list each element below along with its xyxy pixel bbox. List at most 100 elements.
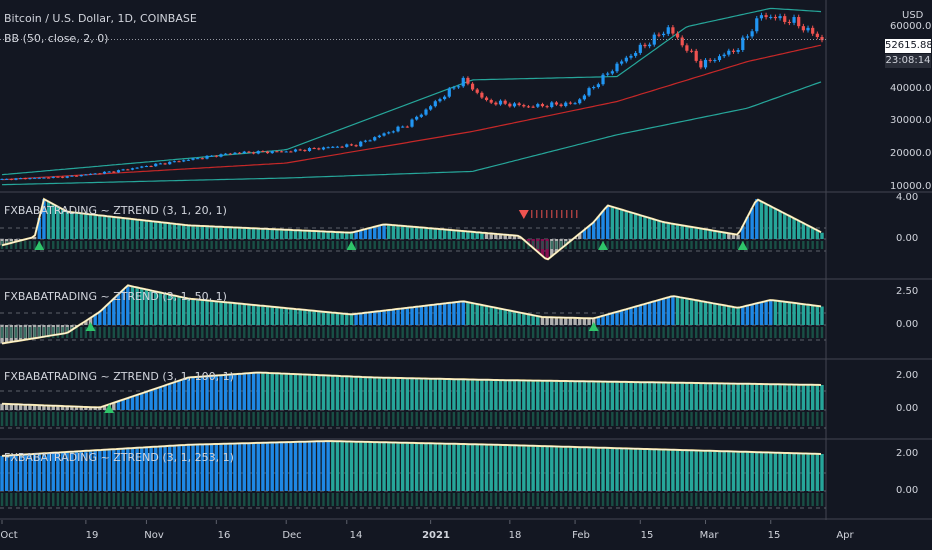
z50-hist-bar [400,308,405,325]
z50-hist-bar [368,312,372,325]
candle-body [196,158,200,160]
z100-hist-bar [340,376,344,410]
z20-hist-bar [200,225,205,239]
candle-body [792,17,796,23]
z20-sub-bar [676,241,679,249]
z100-sub-bar [38,412,41,426]
z20-hist-bar [596,216,601,239]
z100-sub-bar [811,412,814,426]
z50-sub-bar [788,327,791,338]
z20-sub-bar [545,241,549,249]
z20-hist-bar [256,228,260,239]
z253-hist-bar [447,443,451,491]
candle-body [65,176,69,178]
z100-hist-bar [671,382,675,410]
candle-body [405,126,409,128]
z50-hist-bar [801,304,806,325]
z253-sub-bar [187,493,190,506]
z50-sub-bar [103,327,106,338]
z100-sub-bar [149,412,153,426]
z100-hist-bar [400,378,405,410]
z50-sub-bar [224,327,227,338]
z100-sub-bar [802,412,805,426]
z100-sub-bar [308,412,311,426]
z253-sub-bar [98,493,102,506]
z50-sub-bar [764,327,768,338]
z50-sub-bar [736,327,740,338]
z20-sub-bar [811,241,814,249]
z253-hist-bar [256,442,260,491]
z20-hist-bar [447,229,451,239]
z100-sub-bar [657,412,661,426]
z20-sub-bar [312,241,316,249]
z50-hist-bar [787,302,792,325]
z20-hist-bar [615,208,619,239]
sell-signal-z20 [518,210,529,219]
z100-sub-bar [788,412,791,426]
z100-hist-bar [135,394,139,410]
z20-hist-bar [699,228,703,239]
z50-hist-bar [326,312,330,325]
z20-sub-bar [708,241,712,249]
z50-sub-bar [550,327,553,338]
z50-sub-bar [564,327,567,338]
z20-hist-bar [610,206,615,239]
z253-sub-bar [424,493,428,506]
z100-sub-bar [695,412,698,426]
z20-hist-bar [32,236,37,239]
z100-sub-bar [755,412,758,426]
candle-body [116,170,121,173]
z253-sub-bar [485,493,488,506]
z20-sub-bar [802,241,805,249]
z50-sub-bar [93,327,97,338]
z100-hist-bar [363,377,368,410]
z100-hist-bar [694,383,698,410]
candle-body [568,102,573,104]
z100-sub-bar [746,412,749,426]
z100-hist-bar [419,378,424,410]
z20-sub-bar [47,241,50,249]
z100-hist-bar [741,383,745,410]
z50-sub-bar [634,327,637,338]
z20-hist-bar [298,230,302,239]
z50-sub-bar [615,327,619,338]
z100-hist-bar [298,374,302,410]
z50-hist-bar [741,306,745,325]
candle-body [154,163,158,167]
z20-sub-bar [536,241,539,249]
z20-sub-bar [280,241,283,249]
candle-body [573,103,577,105]
z50-sub-bar [410,327,414,338]
z100-sub-bar [713,412,717,426]
z100-sub-bar [494,412,498,426]
z253-sub-bar [38,493,41,506]
z20-sub-bar [70,241,74,249]
z253-hist-bar [331,441,335,491]
z253-sub-bar [173,493,176,506]
z20-sub-bar [131,241,134,249]
z50-sub-bar [131,327,134,338]
z50-sub-bar [14,327,18,338]
z253-sub-bar [168,493,171,506]
z100-hist-bar [56,405,60,410]
candle-body [335,146,340,148]
z20-sub-bar [84,241,88,249]
z100-sub-bar [131,412,134,426]
z50-sub-bar [406,327,409,338]
z253-hist-bar [661,449,666,491]
z50-sub-bar [187,327,190,338]
z253-sub-bar [196,493,199,506]
z20-sub-bar [252,241,255,249]
z20-sub-bar [727,241,731,249]
z20-sub-bar [778,241,782,249]
z100-hist-bar [293,374,298,410]
z50-hist-bar [219,301,223,325]
z100-sub-bar [271,412,274,426]
candle-body [177,161,181,163]
candle-body [429,106,433,110]
z20-hist-bar [354,231,358,239]
z253-sub-bar [722,493,726,506]
indicator-1-label: FXBABATRADING ~ ZTREND (3, 1, 20, 1) [4,204,227,217]
z100-hist-bar [685,382,689,410]
